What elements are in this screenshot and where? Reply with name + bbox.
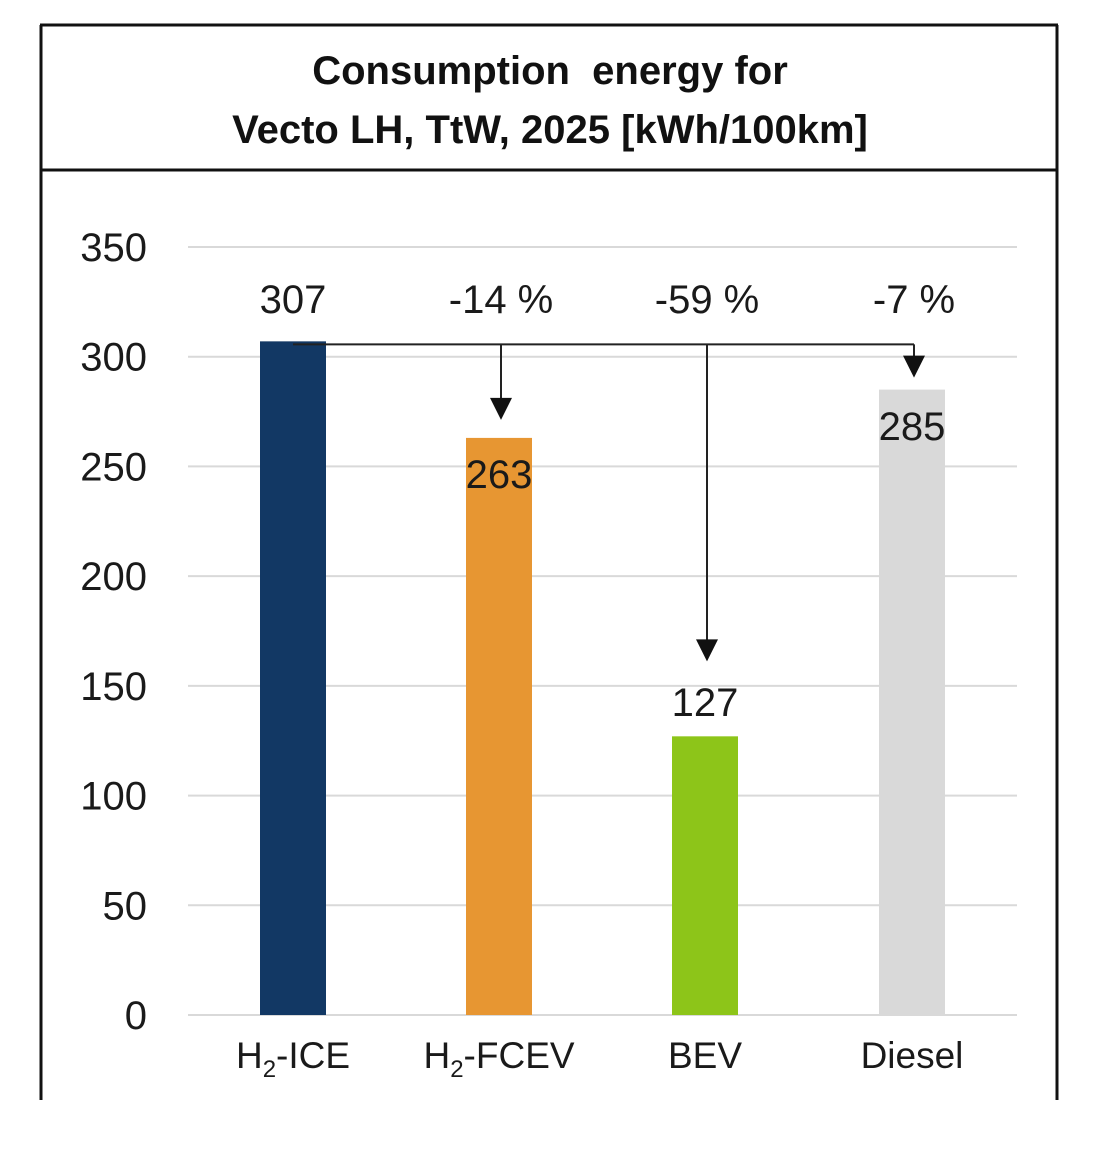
bar [466,437,532,1016]
chart-title-line-2: Vecto LH, TtW, 2025 [kWh/100km] [232,108,868,152]
change-label: -7 % [873,278,955,322]
change-label: -14 % [449,278,554,322]
y-tick-label: 0 [125,994,147,1038]
change-arrows [293,343,925,662]
bar [672,736,738,1015]
bars [260,341,945,1016]
bar [260,341,326,1016]
gridlines [188,246,1017,1016]
y-tick-label: 250 [80,445,147,489]
y-tick-label: 100 [80,775,147,819]
y-axis-ticks: 0 50 100 150 200 250 300 350 [80,226,147,1038]
arrow-head [696,639,718,662]
chart-title-line-1: Consumption energy for [312,49,788,93]
value-label: 263 [466,453,533,497]
x-category-label: H2-FCEV [423,1035,574,1083]
x-axis-categories: H2-ICE H2-FCEV BEV Diesel [236,1035,963,1083]
arrow-head [490,397,512,420]
arrow-head [903,355,925,378]
y-tick-label: 200 [80,555,147,599]
value-label: 285 [879,405,946,449]
change-label: -59 % [655,278,760,322]
x-category-label: BEV [668,1035,742,1076]
y-tick-label: 50 [103,884,148,928]
data-labels: 307 263 127 285 -14 % -59 % -7 % [260,278,956,725]
bar [879,389,945,1016]
x-category-label: Diesel [861,1035,964,1076]
value-label: 127 [672,681,739,725]
y-tick-label: 150 [80,665,147,709]
y-tick-label: 300 [80,336,147,380]
x-category-label: H2-ICE [236,1035,350,1083]
value-label: 307 [260,278,327,322]
y-tick-label: 350 [80,226,147,270]
